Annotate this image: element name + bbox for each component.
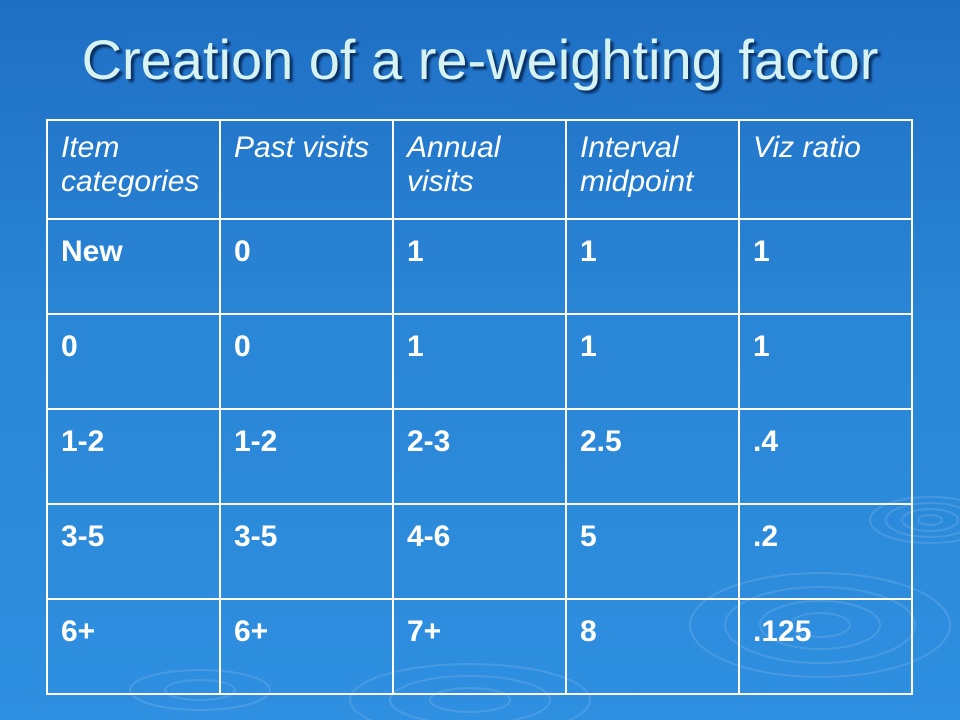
table-cell: 0 <box>219 313 394 410</box>
table-row: 3-5 3-5 4-6 5 .2 <box>46 503 913 600</box>
table-row: 6+ 6+ 7+ 8 .125 <box>46 598 913 695</box>
table-cell: 1 <box>738 313 913 410</box>
table-cell: 1 <box>738 218 913 315</box>
header-interval-midpoint: Interval midpoint <box>565 119 740 220</box>
table-cell: 8 <box>565 598 740 695</box>
table-cell: .4 <box>738 408 913 505</box>
table-cell: 3-5 <box>219 503 394 600</box>
table-cell: 0 <box>219 218 394 315</box>
table-row: 0 0 1 1 1 <box>46 313 913 410</box>
table-cell: 2-3 <box>392 408 567 505</box>
table-cell: .2 <box>738 503 913 600</box>
table-cell: 0 <box>46 313 221 410</box>
table-cell: 1-2 <box>219 408 394 505</box>
header-item-categories: Item categories <box>46 119 221 220</box>
table-cell: 1 <box>392 313 567 410</box>
reweighting-table-container: Item categories Past visits Annual visit… <box>46 119 913 695</box>
table-header-row: Item categories Past visits Annual visit… <box>46 119 913 220</box>
table-cell: 5 <box>565 503 740 600</box>
table-cell: .125 <box>738 598 913 695</box>
table-cell: 4-6 <box>392 503 567 600</box>
slide-title: Creation of a re-weighting factor <box>81 28 879 91</box>
header-past-visits: Past visits <box>219 119 394 220</box>
table-cell: 3-5 <box>46 503 221 600</box>
table-cell: 7+ <box>392 598 567 695</box>
reweighting-table: Item categories Past visits Annual visit… <box>46 119 913 695</box>
table-cell: 6+ <box>219 598 394 695</box>
table-row: 1-2 1-2 2-3 2.5 .4 <box>46 408 913 505</box>
table-cell: 1 <box>565 218 740 315</box>
table-cell: 2.5 <box>565 408 740 505</box>
table-cell: 1-2 <box>46 408 221 505</box>
table-cell: 1 <box>392 218 567 315</box>
table-row: New 0 1 1 1 <box>46 218 913 315</box>
header-viz-ratio: Viz ratio <box>738 119 913 220</box>
header-annual-visits: Annual visits <box>392 119 567 220</box>
table-cell: New <box>46 218 221 315</box>
table-cell: 6+ <box>46 598 221 695</box>
table-cell: 1 <box>565 313 740 410</box>
